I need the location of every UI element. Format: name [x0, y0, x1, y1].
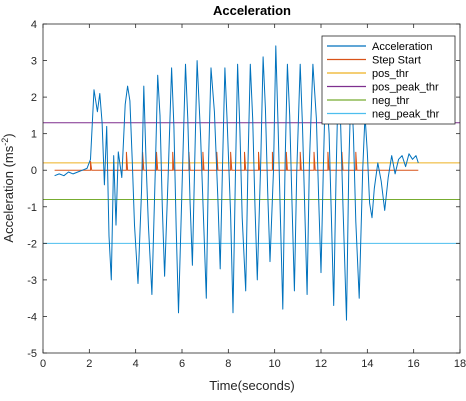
- y-axis-ticks: -5 -4 -3 -2 -1 0 1 2 3 4: [27, 19, 460, 360]
- x-tick-label: 0: [40, 358, 46, 370]
- x-tick-label: 2: [86, 358, 92, 370]
- x-tick-label: 6: [179, 358, 185, 370]
- y-axis-label-main: Acceleration (ms: [1, 145, 16, 242]
- x-tick-label: 18: [454, 358, 466, 370]
- y-tick-label: -1: [27, 202, 37, 214]
- y-tick-label: -4: [27, 311, 37, 323]
- y-axis-label: Acceleration (ms-2): [0, 133, 16, 242]
- y-axis-label-close: ): [1, 133, 16, 137]
- legend-label-neg-peak-thr: neg_peak_thr: [372, 109, 440, 121]
- chart-title: Acceleration: [213, 3, 291, 18]
- y-tick-label: 4: [31, 19, 37, 31]
- x-axis-label: Time(seconds): [209, 378, 294, 393]
- legend-label-pos-peak-thr: pos_peak_thr: [372, 82, 439, 94]
- y-tick-label: 2: [31, 92, 37, 104]
- x-tick-label: 16: [408, 358, 420, 370]
- x-tick-label: 4: [133, 358, 139, 370]
- legend-box: [321, 35, 456, 125]
- y-tick-label: 0: [31, 165, 37, 177]
- x-tick-label: 12: [315, 358, 327, 370]
- y-tick-label: -2: [27, 238, 37, 250]
- y-tick-label: 3: [31, 56, 37, 68]
- legend-label-neg-thr: neg_thr: [372, 95, 410, 107]
- y-tick-label: -3: [27, 275, 37, 287]
- x-axis-ticks: 0 2 4 6 8 10 12 14 16 18: [40, 24, 466, 370]
- x-tick-label: 8: [225, 358, 231, 370]
- x-tick-label: 14: [361, 358, 373, 370]
- x-tick-label: 10: [269, 358, 281, 370]
- legend-label-pos-thr: pos_thr: [372, 68, 409, 80]
- y-tick-label: -5: [27, 348, 37, 360]
- plot-frame: [42, 23, 461, 354]
- legend-label-acceleration: Acceleration: [372, 41, 433, 53]
- y-tick-label: 1: [31, 129, 37, 141]
- y-axis-label-exponent: -2: [0, 138, 10, 146]
- legend-label-step-start: Step Start: [372, 55, 421, 67]
